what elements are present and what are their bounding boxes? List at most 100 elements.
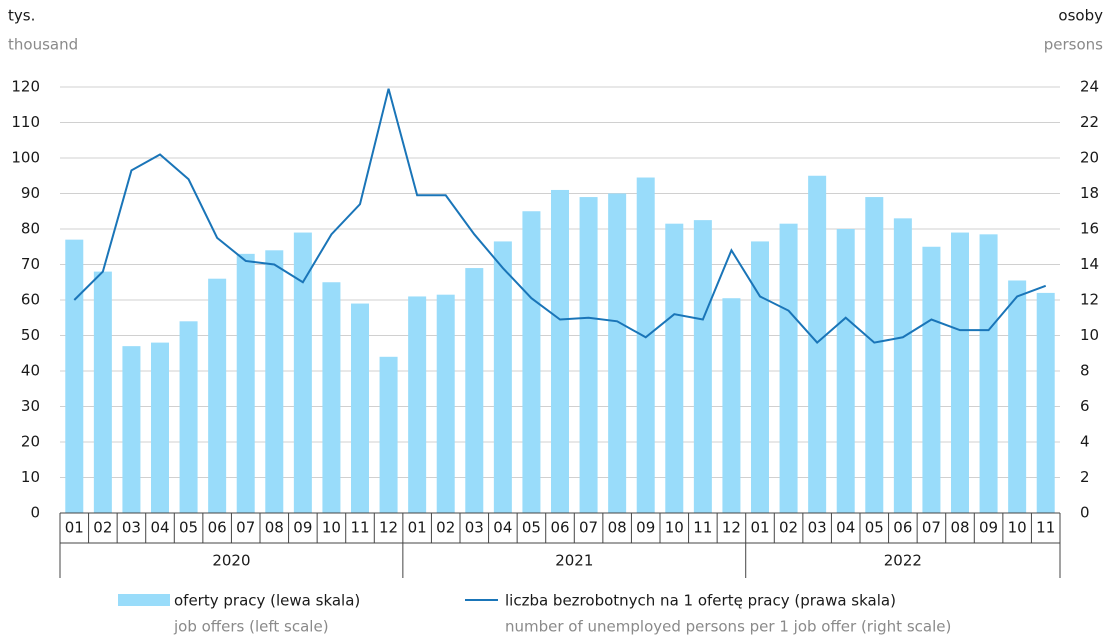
bar [522,211,541,513]
x-tick-label: 12 [379,519,398,537]
x-tick-label: 02 [779,519,798,537]
x-tick-label: 06 [208,519,227,537]
x-tick-label: 05 [179,519,198,537]
x-tick-label: 01 [65,519,84,537]
y2-tick-label: 2 [1080,468,1090,486]
x-tick-label: 08 [265,519,284,537]
x-tick-label: 04 [493,519,512,537]
bar [265,250,284,514]
bar [1008,280,1027,513]
y-tick-label: 90 [21,184,40,202]
y-axis-label: tys. [8,7,35,25]
x-tick-label: 02 [436,519,455,537]
legend-swatch [118,594,170,606]
legend-label: oferty pracy (lewa skala) [174,592,360,610]
bar [693,220,712,513]
x-tick-label: 01 [750,519,769,537]
bar [579,197,598,514]
y2-tick-label: 8 [1080,362,1090,380]
x-tick-label: 07 [922,519,941,537]
x-tick-label: 09 [636,519,655,537]
y2-tick-label: 16 [1080,220,1099,238]
bar [636,177,655,513]
bar [551,189,569,513]
y2-tick-label: 10 [1080,326,1099,344]
y2-tick-label: 12 [1080,291,1099,309]
y2-tick-label: 24 [1080,78,1099,96]
y-tick-label: 0 [30,504,40,522]
x-tick-label: 01 [408,519,427,537]
bar [465,268,484,513]
y-tick-label: 20 [21,433,40,451]
y-tick-label: 50 [21,326,40,344]
y-tick-label: 10 [21,468,40,486]
bar [322,282,341,513]
x-tick-label: 07 [579,519,598,537]
x-tick-label: 09 [979,519,998,537]
bar [236,253,255,513]
bar [808,175,827,513]
x-tick-label: 04 [150,519,169,537]
bar [436,294,455,513]
x-tick-label: 10 [322,519,341,537]
bar [408,296,427,513]
x-tick-label: 07 [236,519,255,537]
y-tick-label: 30 [21,397,40,415]
x-tick-label: 12 [722,519,741,537]
y-axis-label-en: thousand [8,36,78,54]
y2-tick-label: 14 [1080,255,1099,273]
y-tick-label: 120 [11,78,40,96]
legend-label: liczba bezrobotnych na 1 ofertę pracy (p… [505,592,896,610]
bar [65,239,84,513]
x-tick-label: 03 [808,519,827,537]
bar [151,342,169,513]
x-tick-label: 04 [836,519,855,537]
x-tick-label: 11 [1036,519,1055,537]
bar [779,223,798,514]
x-tick-label: 02 [93,519,112,537]
legend-label-en: number of unemployed persons per 1 job o… [505,618,951,636]
y2-tick-label: 6 [1080,397,1090,415]
bar [751,241,769,514]
x-tick-label: 10 [1008,519,1027,537]
x-tick-label: 05 [865,519,884,537]
bar [122,346,141,513]
bar [865,197,884,514]
x-tick-label: 10 [665,519,684,537]
bar [893,218,912,513]
x-tick-label: 08 [608,519,627,537]
bar [836,229,855,513]
y2-tick-label: 22 [1080,113,1099,131]
y2-tick-label: 0 [1080,504,1090,522]
line [73,88,1047,345]
y2-tick-label: 20 [1080,149,1099,167]
year-label: 2020 [212,552,250,570]
year-label: 2021 [555,552,593,570]
bar [722,298,741,513]
y2-axis-label: osoby [1058,7,1103,25]
x-tick-label: 03 [122,519,141,537]
y-tick-label: 40 [21,362,40,380]
y2-axis-label-en: persons [1044,36,1103,54]
x-tick-label: 11 [693,519,712,537]
legend-label-en: job offers (left scale) [173,618,329,636]
y-tick-label: 110 [11,113,40,131]
x-tick-label: 06 [893,519,912,537]
bar [379,356,398,513]
x-tick-label: 05 [522,519,541,537]
bar [93,271,112,513]
y-tick-label: 70 [21,255,40,273]
bar [665,223,684,514]
year-label: 2022 [884,552,922,570]
bar [293,232,312,514]
y2-tick-label: 18 [1080,184,1099,202]
bar [208,278,227,513]
x-tick-label: 08 [950,519,969,537]
bar [493,241,512,514]
bar [179,321,198,513]
bar [608,193,627,513]
bar [951,232,969,514]
y-tick-label: 60 [21,291,40,309]
bar [979,234,998,513]
